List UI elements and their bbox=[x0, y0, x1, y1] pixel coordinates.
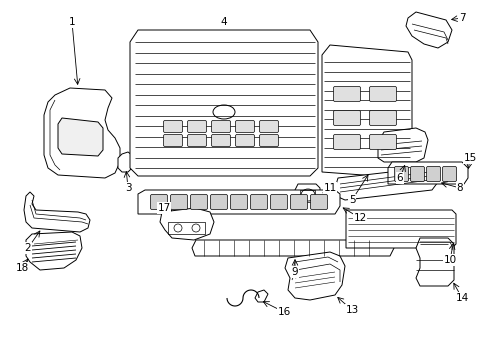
Polygon shape bbox=[285, 252, 345, 300]
FancyBboxPatch shape bbox=[164, 135, 182, 147]
Polygon shape bbox=[335, 168, 438, 200]
Text: 7: 7 bbox=[459, 13, 466, 23]
Polygon shape bbox=[388, 162, 468, 184]
Text: 4: 4 bbox=[220, 17, 227, 27]
FancyBboxPatch shape bbox=[188, 135, 206, 147]
Text: 3: 3 bbox=[124, 183, 131, 193]
FancyBboxPatch shape bbox=[211, 194, 227, 210]
Polygon shape bbox=[130, 30, 318, 176]
Text: 13: 13 bbox=[345, 305, 359, 315]
FancyBboxPatch shape bbox=[188, 121, 206, 132]
Text: 18: 18 bbox=[15, 263, 28, 273]
FancyBboxPatch shape bbox=[230, 194, 247, 210]
FancyBboxPatch shape bbox=[369, 86, 396, 102]
FancyBboxPatch shape bbox=[212, 121, 230, 132]
Text: 14: 14 bbox=[455, 293, 468, 303]
Polygon shape bbox=[160, 208, 214, 240]
Text: 9: 9 bbox=[292, 267, 298, 277]
FancyBboxPatch shape bbox=[236, 121, 254, 132]
Text: 6: 6 bbox=[397, 173, 403, 183]
Text: 12: 12 bbox=[353, 213, 367, 223]
Polygon shape bbox=[138, 190, 340, 214]
FancyBboxPatch shape bbox=[334, 135, 361, 149]
Polygon shape bbox=[295, 184, 320, 206]
FancyBboxPatch shape bbox=[236, 135, 254, 147]
Polygon shape bbox=[255, 290, 268, 302]
Text: 15: 15 bbox=[464, 153, 477, 163]
FancyBboxPatch shape bbox=[369, 111, 396, 126]
Text: 8: 8 bbox=[457, 183, 464, 193]
FancyBboxPatch shape bbox=[334, 111, 361, 126]
FancyBboxPatch shape bbox=[212, 135, 230, 147]
Polygon shape bbox=[26, 232, 82, 270]
FancyBboxPatch shape bbox=[260, 121, 278, 132]
Polygon shape bbox=[406, 12, 452, 48]
Polygon shape bbox=[192, 240, 394, 256]
FancyBboxPatch shape bbox=[311, 194, 327, 210]
FancyBboxPatch shape bbox=[426, 166, 441, 181]
FancyBboxPatch shape bbox=[291, 194, 308, 210]
FancyBboxPatch shape bbox=[411, 166, 424, 181]
Polygon shape bbox=[44, 88, 120, 178]
Polygon shape bbox=[416, 238, 454, 286]
FancyBboxPatch shape bbox=[260, 135, 278, 147]
FancyBboxPatch shape bbox=[171, 194, 188, 210]
FancyBboxPatch shape bbox=[250, 194, 268, 210]
Text: 10: 10 bbox=[443, 255, 457, 265]
FancyBboxPatch shape bbox=[334, 86, 361, 102]
FancyBboxPatch shape bbox=[164, 121, 182, 132]
FancyBboxPatch shape bbox=[191, 194, 207, 210]
FancyBboxPatch shape bbox=[442, 166, 457, 181]
Text: 11: 11 bbox=[323, 183, 337, 193]
Polygon shape bbox=[378, 128, 428, 162]
Text: 16: 16 bbox=[277, 307, 291, 317]
Text: 2: 2 bbox=[24, 243, 31, 253]
Polygon shape bbox=[346, 210, 456, 248]
Text: 1: 1 bbox=[69, 17, 75, 27]
Polygon shape bbox=[58, 118, 103, 156]
Polygon shape bbox=[322, 45, 412, 178]
FancyBboxPatch shape bbox=[369, 135, 396, 149]
Text: 5: 5 bbox=[349, 195, 355, 205]
Text: 17: 17 bbox=[157, 203, 171, 213]
Polygon shape bbox=[118, 152, 132, 172]
FancyBboxPatch shape bbox=[270, 194, 288, 210]
Polygon shape bbox=[24, 192, 90, 232]
FancyBboxPatch shape bbox=[150, 194, 168, 210]
FancyBboxPatch shape bbox=[394, 166, 409, 181]
